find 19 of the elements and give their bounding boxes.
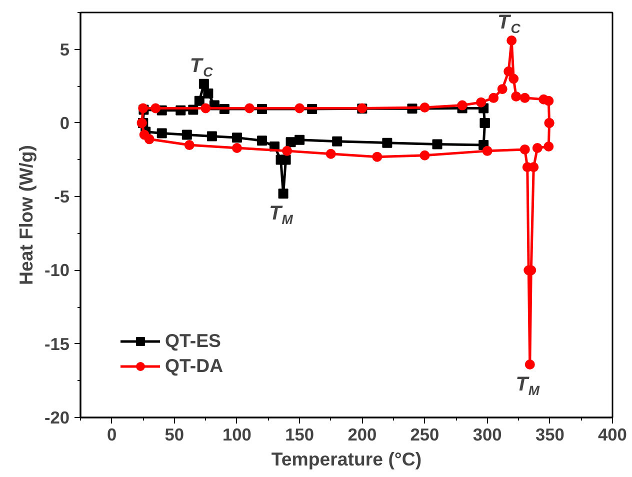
y-axis-title: Heat Flow (W/g) [15, 145, 36, 285]
x-tick-label: 150 [285, 424, 314, 444]
x-axis-title: Temperature (°C) [271, 448, 422, 470]
x-tick-label: 300 [472, 424, 502, 444]
y-tick-label: -20 [44, 408, 70, 428]
y-tick-label: -10 [44, 260, 70, 280]
legend-label: QT-ES [165, 330, 221, 352]
y-tick-label: -5 [54, 186, 70, 207]
x-tick-label: 400 [598, 424, 627, 444]
y-tick-label: 5 [60, 39, 70, 60]
x-tick-label: 250 [410, 424, 440, 444]
y-tick-label: -15 [44, 334, 70, 354]
x-tick-label: 0 [106, 424, 117, 444]
x-tick-label: 100 [222, 424, 252, 444]
x-tick-label: 50 [164, 424, 184, 444]
x-tick-label: 200 [348, 424, 377, 444]
x-tick-label: 350 [535, 424, 564, 444]
legend-label: QT-DA [165, 355, 224, 377]
y-tick-label: 0 [60, 112, 70, 133]
